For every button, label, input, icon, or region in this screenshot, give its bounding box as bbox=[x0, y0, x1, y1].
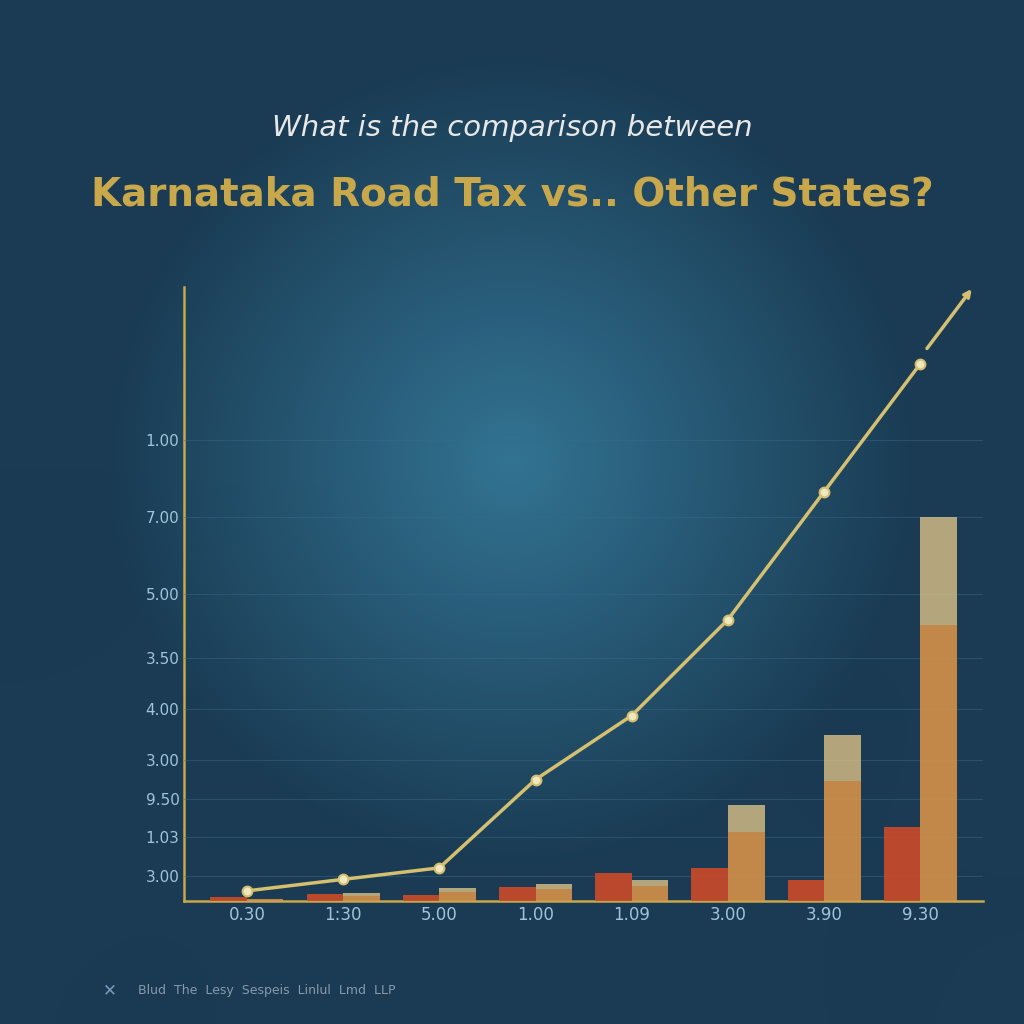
Bar bbox=[824, 735, 861, 781]
Bar bbox=[921, 625, 957, 901]
Bar bbox=[632, 886, 669, 901]
Bar bbox=[595, 872, 632, 901]
Bar bbox=[343, 893, 380, 896]
Bar bbox=[210, 897, 247, 901]
Bar bbox=[824, 781, 861, 901]
Bar bbox=[439, 888, 476, 892]
Bar bbox=[921, 517, 957, 625]
Bar bbox=[536, 885, 572, 889]
Bar bbox=[728, 805, 765, 831]
Bar bbox=[343, 896, 380, 901]
Bar bbox=[728, 831, 765, 901]
Bar bbox=[306, 894, 343, 901]
Bar bbox=[787, 880, 824, 901]
Text: Blud  The  Lesy  Sespeis  Linlul  Lmd  LLP: Blud The Lesy Sespeis Linlul Lmd LLP bbox=[138, 984, 395, 996]
Bar bbox=[247, 899, 284, 901]
Text: What is the comparison between: What is the comparison between bbox=[271, 114, 753, 142]
Text: ✕: ✕ bbox=[102, 981, 117, 999]
Bar bbox=[439, 892, 476, 901]
Bar bbox=[691, 868, 728, 901]
Bar bbox=[499, 887, 536, 901]
Text: Karnataka Road Tax vs.. Other States?: Karnataka Road Tax vs.. Other States? bbox=[91, 175, 933, 214]
Bar bbox=[402, 895, 439, 901]
Bar bbox=[884, 827, 921, 901]
Bar bbox=[536, 889, 572, 901]
Bar bbox=[632, 880, 669, 886]
